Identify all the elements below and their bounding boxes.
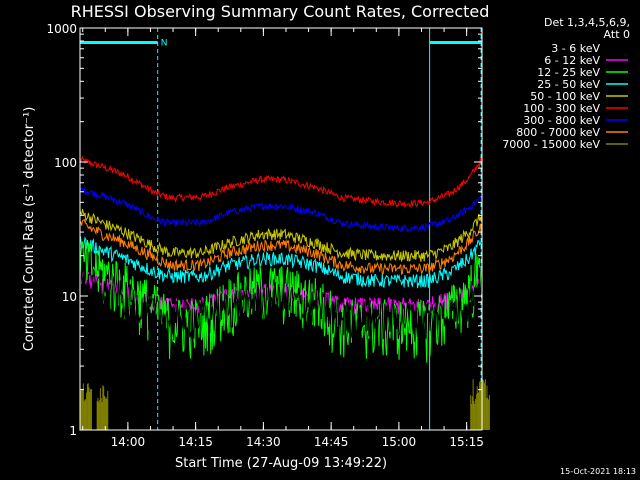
x-tick-label: 14:15 — [178, 435, 213, 449]
count-rate-chart: RHESSI Observing Summary Count Rates, Co… — [0, 0, 640, 480]
x-tick-label: 14:30 — [246, 435, 281, 449]
chart-title: RHESSI Observing Summary Count Rates, Co… — [71, 2, 490, 21]
night-label: N — [161, 38, 168, 48]
x-tick-label: 14:00 — [111, 435, 146, 449]
x-axis-label: Start Time (27-Aug-09 13:49:22) — [175, 456, 387, 471]
x-tick-label: 15:15 — [449, 435, 484, 449]
timestamp: 15-Oct-2021 18:13 — [560, 467, 636, 476]
x-tick-label: 15:00 — [382, 435, 417, 449]
legend-title-line-2: Att 0 — [604, 28, 630, 41]
y-axis-label: Corrected Count Rate (s⁻¹ detector⁻¹) — [22, 107, 37, 352]
x-tick-label: 14:45 — [314, 435, 349, 449]
y-tick-label: 10 — [62, 290, 77, 304]
y-tick-label: 1000 — [46, 22, 77, 36]
y-tick-label: 1 — [69, 424, 77, 438]
y-tick-label: 100 — [54, 156, 77, 170]
legend-label: 7000 - 15000 keV — [502, 138, 600, 151]
